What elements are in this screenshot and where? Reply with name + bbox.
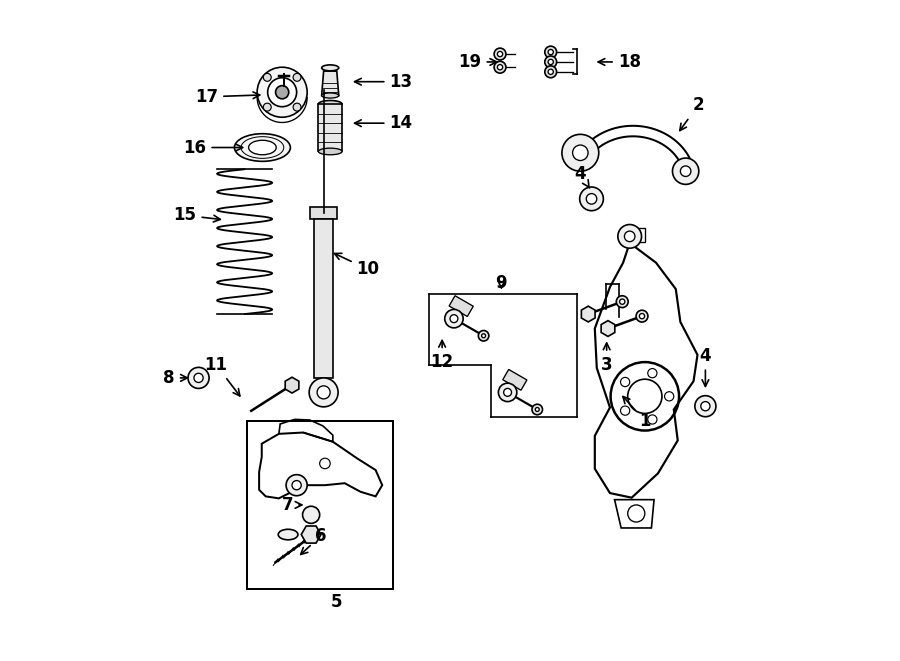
Circle shape [309,378,338,407]
Polygon shape [302,526,321,543]
Text: 13: 13 [355,73,412,91]
Circle shape [639,313,644,319]
Circle shape [498,65,503,70]
Ellipse shape [321,93,338,98]
Circle shape [504,389,511,397]
Circle shape [499,383,517,402]
Circle shape [257,67,307,117]
Polygon shape [581,306,595,322]
Circle shape [636,310,648,322]
Ellipse shape [248,140,276,155]
Circle shape [648,415,657,424]
Text: 19: 19 [458,53,497,71]
Polygon shape [449,295,473,317]
Circle shape [293,73,301,81]
Text: 7: 7 [282,496,302,514]
Text: 14: 14 [355,114,412,132]
Ellipse shape [234,134,291,161]
Circle shape [572,145,588,161]
Circle shape [302,506,320,524]
Circle shape [532,405,543,414]
Circle shape [701,402,710,410]
Text: 2: 2 [680,97,704,131]
Circle shape [292,481,302,490]
Circle shape [445,309,464,328]
Circle shape [544,56,556,68]
Circle shape [627,505,644,522]
Circle shape [498,52,503,57]
Text: 15: 15 [174,206,220,224]
Circle shape [482,334,486,338]
Ellipse shape [319,100,342,108]
Circle shape [267,78,297,106]
Circle shape [450,315,458,323]
Circle shape [664,392,674,401]
Circle shape [672,158,698,184]
Polygon shape [314,219,333,378]
Circle shape [548,69,554,75]
Circle shape [544,66,556,78]
Circle shape [275,86,289,98]
Circle shape [620,377,630,387]
Circle shape [317,386,330,399]
Text: 17: 17 [195,88,260,106]
Circle shape [478,330,489,341]
Ellipse shape [278,529,298,540]
Circle shape [648,369,657,378]
Circle shape [548,50,554,55]
Circle shape [680,166,691,176]
Polygon shape [285,377,299,393]
Bar [248,420,393,588]
Circle shape [695,396,716,416]
Polygon shape [321,71,338,96]
Circle shape [188,368,209,389]
Text: 9: 9 [496,274,508,292]
Text: 1: 1 [623,397,651,430]
Ellipse shape [321,65,338,71]
Ellipse shape [319,148,342,155]
Polygon shape [310,207,337,219]
Circle shape [494,61,506,73]
Circle shape [617,225,642,249]
Text: 6: 6 [301,527,327,555]
Circle shape [320,458,330,469]
Circle shape [620,406,630,415]
Circle shape [194,373,203,383]
Text: 8: 8 [164,369,187,387]
Polygon shape [601,321,615,336]
Circle shape [494,48,506,60]
Text: 3: 3 [601,343,613,373]
Text: 18: 18 [598,53,641,71]
Text: 16: 16 [184,139,243,157]
Circle shape [548,59,554,65]
Polygon shape [319,104,342,151]
Circle shape [264,103,271,111]
Circle shape [625,231,635,242]
Text: 4: 4 [574,165,590,188]
Text: 4: 4 [699,346,711,387]
Circle shape [619,299,625,304]
Circle shape [586,194,597,204]
Circle shape [616,295,628,307]
Text: 11: 11 [204,356,239,396]
Circle shape [562,134,598,171]
Text: 12: 12 [430,340,454,371]
Text: 5: 5 [331,593,343,611]
Circle shape [264,73,271,81]
Circle shape [536,408,539,411]
Polygon shape [503,369,526,390]
Text: 10: 10 [335,253,380,278]
Circle shape [293,103,301,111]
Circle shape [286,475,307,496]
Circle shape [580,187,603,211]
Circle shape [544,46,556,58]
